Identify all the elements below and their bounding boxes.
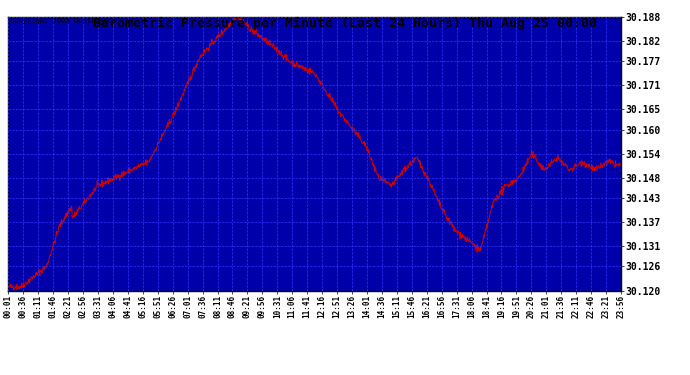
Text: Copyright 2005 Gurtronics.com: Copyright 2005 Gurtronics.com [10, 18, 132, 24]
Text: Barometric Pressure per Minute (Last 24 Hours) Thu Aug 25 00:00: Barometric Pressure per Minute (Last 24 … [93, 17, 597, 30]
